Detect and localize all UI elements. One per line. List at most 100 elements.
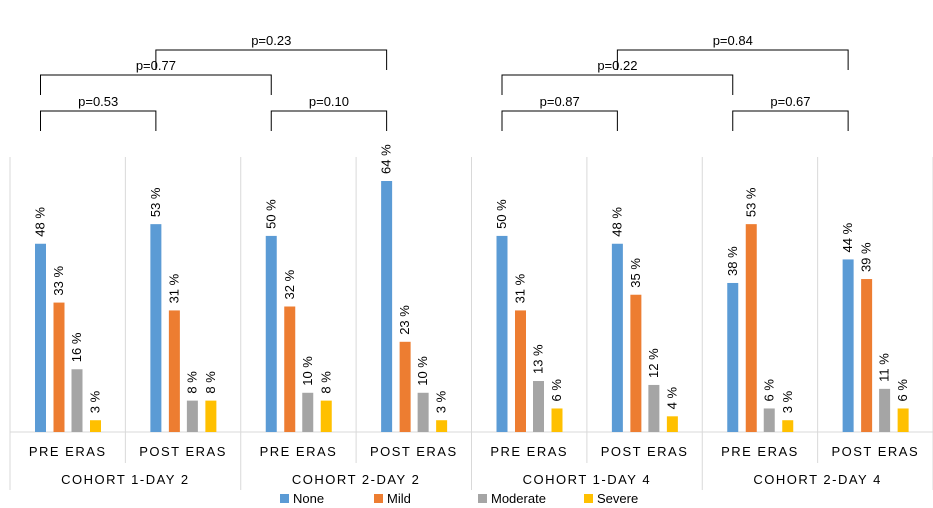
bar-none <box>381 181 393 432</box>
data-label: 6 % <box>761 379 776 402</box>
significance-bracket <box>40 110 157 131</box>
data-label: 3 % <box>780 390 795 413</box>
data-label: 3 % <box>88 390 103 413</box>
bar-moderate <box>763 408 775 432</box>
cohort-label: COHORT 2-DAY 2 <box>292 472 420 487</box>
bar-moderate <box>71 369 83 432</box>
significance-bracket <box>270 110 388 131</box>
legend-swatch <box>584 494 593 503</box>
category-grid <box>9 157 933 490</box>
data-label: 38 % <box>725 246 740 276</box>
group-label: PRE ERAS <box>260 444 338 459</box>
data-label: 13 % <box>531 344 546 374</box>
data-label: 8 % <box>184 371 199 394</box>
data-label: 6 % <box>549 379 564 402</box>
cohort-label: COHORT 1-DAY 2 <box>61 472 189 487</box>
bar-moderate <box>879 388 891 432</box>
data-label: 6 % <box>895 379 910 402</box>
data-label: 4 % <box>664 386 679 409</box>
bar-mild <box>745 224 757 432</box>
bar-mild <box>284 306 296 432</box>
group-label: PRE ERAS <box>721 444 799 459</box>
data-label: 11 % <box>877 353 892 382</box>
group-label: POST ERAS <box>370 444 458 459</box>
legend-swatch <box>280 494 289 503</box>
data-label: 31 % <box>513 273 528 303</box>
data-label: 3 % <box>434 390 449 413</box>
legend-swatch <box>374 494 383 503</box>
group-label: POST ERAS <box>601 444 689 459</box>
p-value-label: p=0.10 <box>309 94 349 109</box>
bar-severe <box>205 400 217 432</box>
significance-brackets: p=0.53 p=0.10p=0.77p=0.23p=0.87 p=0.67p=0.… <box>40 33 849 131</box>
p-value-label: p=0.84 <box>713 33 753 48</box>
bar-mild <box>515 310 526 432</box>
data-label: 50 % <box>263 199 278 229</box>
bar-none <box>265 235 277 432</box>
data-label: 48 % <box>33 207 48 237</box>
bar-mild <box>861 279 873 432</box>
data-label: 23 % <box>397 305 412 335</box>
data-label: 8 % <box>318 371 333 394</box>
bar-mild <box>53 302 65 432</box>
cohort-label: COHORT 2-DAY 4 <box>753 472 881 487</box>
bar-mild <box>399 341 411 432</box>
data-label: 64 % <box>379 144 394 174</box>
bar-severe <box>897 408 909 432</box>
data-label: 53 % <box>743 187 758 217</box>
data-label: 32 % <box>282 269 297 299</box>
data-label: 16 % <box>69 332 84 362</box>
legend-label: Severe <box>597 491 638 506</box>
cohort-label: COHORT 1-DAY 4 <box>523 472 651 487</box>
significance-bracket <box>155 49 388 70</box>
bar-severe <box>320 400 332 432</box>
p-value-label: p=0.53 <box>78 94 118 109</box>
bar-severe <box>782 420 794 432</box>
data-label: 44 % <box>840 222 855 252</box>
bar-mild <box>630 294 642 432</box>
data-label: 33 % <box>51 266 66 296</box>
data-label: 35 % <box>628 258 643 288</box>
legend-label: Mild <box>387 491 411 506</box>
significance-bracket <box>501 110 618 131</box>
bar-none <box>611 243 623 432</box>
bars: 48 % 33 % 16 % 3 % 53 % 31 % 8 % 8 % 50 % 32 % 10 … <box>33 144 910 432</box>
group-label: PRE ERAS <box>490 444 568 459</box>
significance-bracket <box>501 74 734 95</box>
bar-none <box>150 224 162 432</box>
bar-severe <box>436 420 448 432</box>
significance-bracket <box>732 110 849 131</box>
data-label: 39 % <box>859 242 874 272</box>
bar-moderate <box>186 400 198 432</box>
group-label: POST ERAS <box>139 444 227 459</box>
significance-bracket <box>616 49 849 70</box>
data-label: 12 % <box>646 348 661 378</box>
legend-swatch <box>478 494 487 503</box>
bar-severe <box>666 416 678 432</box>
bar-moderate <box>302 392 314 432</box>
legend-label: None <box>293 491 324 506</box>
x-axis-labels: PRE ERAS POST ERAS COHORT 1-DAY 2 PRE ERAS P… <box>29 444 918 487</box>
bar-moderate <box>417 392 429 432</box>
bar-none <box>35 243 46 432</box>
bar-mild <box>168 310 180 432</box>
data-label: 10 % <box>415 356 430 386</box>
bar-none <box>727 282 739 432</box>
data-label: 10 % <box>300 356 315 386</box>
group-label: PRE ERAS <box>29 444 107 459</box>
data-label: 48 % <box>609 207 624 237</box>
p-value-label: p=0.67 <box>770 94 810 109</box>
legend: None Mild Moderate Severe <box>280 491 638 506</box>
bar-severe <box>90 420 101 432</box>
significance-bracket <box>40 74 272 95</box>
p-value-label: p=0.87 <box>540 94 580 109</box>
data-label: 53 % <box>148 187 163 217</box>
bar-moderate <box>533 381 544 432</box>
p-value-label: p=0.23 <box>251 33 291 48</box>
legend-label: Moderate <box>491 491 546 506</box>
data-label: 31 % <box>166 273 181 303</box>
bar-moderate <box>648 384 660 432</box>
bar-none <box>496 235 508 432</box>
bar-none <box>842 259 854 432</box>
